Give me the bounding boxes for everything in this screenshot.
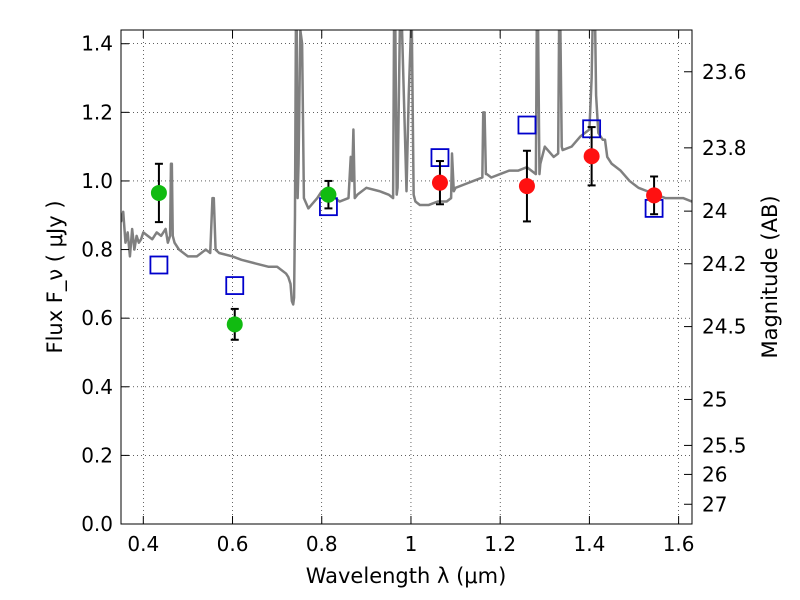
x-tick-label: 1.4	[573, 532, 605, 556]
right-tick-label: 23.8	[702, 136, 747, 160]
right-tick-label: 24.2	[702, 252, 747, 276]
data-point	[320, 187, 336, 203]
y-tick-label: 0.4	[81, 375, 113, 399]
plot-background	[121, 30, 692, 524]
right-tick-label: 26	[702, 462, 727, 486]
x-tick-label: 1	[405, 532, 418, 556]
data-point	[646, 187, 662, 203]
data-point	[584, 148, 600, 164]
data-point	[519, 178, 535, 194]
x-tick-label: 0.4	[127, 532, 159, 556]
y-tick-label: 1.2	[81, 100, 113, 124]
right-tick-label: 27	[702, 492, 727, 516]
y-tick-label: 1.0	[81, 169, 113, 193]
right-tick-label: 23.6	[702, 60, 747, 84]
y-axis-label: Flux F_ν ( μJy )	[43, 200, 68, 353]
right-axis-label: Magnitude (AB)	[758, 195, 782, 358]
y-tick-label: 0.0	[81, 512, 113, 536]
right-tick-label: 24	[702, 199, 727, 223]
right-tick-label: 25	[702, 387, 727, 411]
right-tick-label: 24.5	[702, 315, 747, 339]
y-tick-label: 1.4	[81, 32, 113, 56]
right-ticks: 23.6 23.8 24 24.2 24.5 25 25.5 26 27	[684, 60, 747, 516]
x-axis-label: Wavelength λ (μm)	[306, 564, 507, 588]
x-tick-label: 1.2	[484, 532, 516, 556]
chart: 0.4 0.6 0.8 1 1.2 1.4 1.6 0.0 0.2 0.4 0.6 0.8 1.0 1.…	[0, 0, 800, 600]
x-tick-label: 1.6	[663, 532, 695, 556]
data-point	[227, 316, 243, 332]
y-tick-label: 0.6	[81, 306, 113, 330]
x-tick-label: 0.6	[217, 532, 249, 556]
y-tick-label: 0.2	[81, 443, 113, 467]
x-tick-label: 0.8	[306, 532, 338, 556]
right-tick-label: 25.5	[702, 433, 747, 457]
y-tick-label: 0.8	[81, 238, 113, 262]
data-point	[151, 185, 167, 201]
data-point	[432, 175, 448, 191]
